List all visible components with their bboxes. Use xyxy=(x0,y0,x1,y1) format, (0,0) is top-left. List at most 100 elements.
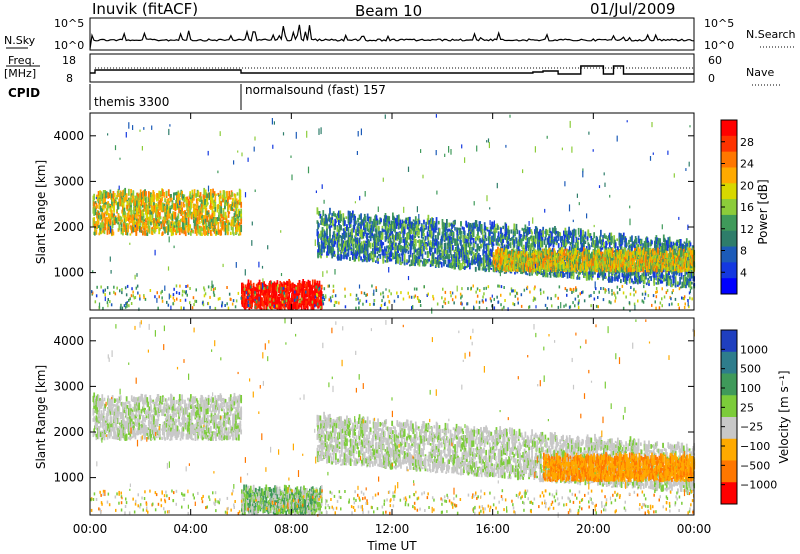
range-gate-cell xyxy=(659,274,661,278)
range-gate-cell xyxy=(210,218,213,223)
range-gate-cell xyxy=(406,224,409,230)
range-gate-cell xyxy=(106,204,109,211)
range-gate-cell xyxy=(505,230,508,237)
range-gate-cell xyxy=(434,247,436,254)
range-gate-cell xyxy=(404,221,407,229)
range-gate-cell xyxy=(562,271,564,278)
range-gate-cell xyxy=(401,220,404,225)
range-gate-cell xyxy=(170,228,173,237)
range-gate-cell xyxy=(381,228,384,235)
range-gate-cell xyxy=(432,218,434,225)
range-gate-cell xyxy=(103,212,106,218)
range-gate-cell xyxy=(584,233,587,237)
range-gate-cell xyxy=(489,250,491,254)
range-gate-cell xyxy=(414,231,417,235)
range-gate-cell xyxy=(466,238,468,242)
range-gate-cell xyxy=(484,235,487,239)
range-gate-cell xyxy=(164,212,167,220)
range-gate-cell xyxy=(139,189,142,196)
range-gate-cell xyxy=(637,235,640,244)
range-gate-cell xyxy=(179,205,182,214)
range-gate-cell xyxy=(489,262,491,270)
range-gate-cell xyxy=(240,208,243,216)
range-gate-cell xyxy=(363,232,365,237)
range-gate-cell xyxy=(471,246,473,254)
range-gate-cell xyxy=(213,211,216,217)
range-gate-cell xyxy=(200,227,203,231)
range-gate-cell xyxy=(352,238,354,247)
range-gate-cell xyxy=(329,217,332,220)
range-gate-cell xyxy=(418,239,421,242)
range-gate-cell xyxy=(628,245,631,249)
range-gate-cell xyxy=(560,269,563,277)
range-gate-cell xyxy=(426,247,428,251)
range-gate-cell xyxy=(159,227,161,231)
range-gate-cell xyxy=(446,219,448,225)
range-gate-cell xyxy=(414,233,416,238)
range-gate-cell xyxy=(164,198,166,203)
range-gate-cell xyxy=(466,240,469,244)
range-gate-cell xyxy=(483,229,486,233)
range-gate-cell xyxy=(389,255,391,262)
range-gate-cell xyxy=(418,240,421,249)
range-gate-cell xyxy=(560,273,563,278)
range-gate-cell xyxy=(358,256,360,262)
range-gate-cell xyxy=(239,196,242,203)
range-gate-cell xyxy=(332,242,334,251)
range-gate-cell xyxy=(188,195,191,200)
range-gate-cell xyxy=(382,242,385,246)
range-gate-cell xyxy=(104,211,107,214)
range-gate-cell xyxy=(476,234,479,239)
range-gate-cell xyxy=(212,201,215,209)
range-gate-cell xyxy=(565,230,567,235)
range-gate-cell xyxy=(483,234,485,242)
range-gate-cell xyxy=(260,297,262,305)
range-gate-cell xyxy=(275,293,278,297)
range-gate-cell xyxy=(234,210,237,217)
range-gate-cell xyxy=(190,195,192,200)
range-gate-cell xyxy=(94,201,97,205)
range-gate-cell xyxy=(177,213,180,219)
range-gate-cell xyxy=(350,248,353,251)
range-gate-cell xyxy=(318,235,320,239)
range-gate-cell xyxy=(444,229,447,237)
range-gate-cell xyxy=(551,231,553,238)
range-gate-cell xyxy=(204,228,206,236)
range-gate-cell xyxy=(163,192,166,198)
range-gate-cell xyxy=(128,188,130,196)
range-gate-cell xyxy=(435,227,438,230)
range-gate-cell xyxy=(275,287,278,295)
range-gate-cell xyxy=(235,223,238,232)
range-gate-cell xyxy=(94,208,97,216)
range-gate-cell xyxy=(636,243,639,250)
range-gate-cell xyxy=(227,224,230,232)
range-gate-cell xyxy=(407,250,410,255)
range-gate-cell xyxy=(147,225,149,233)
range-gate-cell xyxy=(443,260,445,267)
range-gate-cell xyxy=(343,240,346,248)
range-gate-cell xyxy=(444,255,447,260)
range-gate-cell xyxy=(164,226,166,234)
nsky-label: N.Sky xyxy=(4,34,36,47)
range-gate-cell xyxy=(601,247,604,250)
range-gate-cell xyxy=(99,227,102,234)
range-gate-cell xyxy=(616,238,619,242)
range-gate-cell xyxy=(386,252,388,257)
range-gate-cell xyxy=(345,216,348,219)
range-gate-cell xyxy=(139,226,141,233)
range-gate-cell xyxy=(380,218,382,223)
range-gate-cell xyxy=(497,231,500,234)
range-gate-cell xyxy=(474,237,477,242)
range-gate-cell xyxy=(320,298,323,302)
range-gate-cell xyxy=(232,208,235,212)
range-gate-cell xyxy=(572,273,575,280)
range-gate-cell xyxy=(125,231,127,235)
range-gate-cell xyxy=(323,242,325,249)
range-gate-cell xyxy=(552,244,555,248)
range-gate-cell xyxy=(521,246,524,250)
range-gate-cell xyxy=(125,194,128,203)
range-gate-cell xyxy=(122,232,124,236)
range-gate-cell xyxy=(371,230,374,233)
range-gate-cell xyxy=(176,215,179,222)
range-gate-cell xyxy=(520,234,522,238)
